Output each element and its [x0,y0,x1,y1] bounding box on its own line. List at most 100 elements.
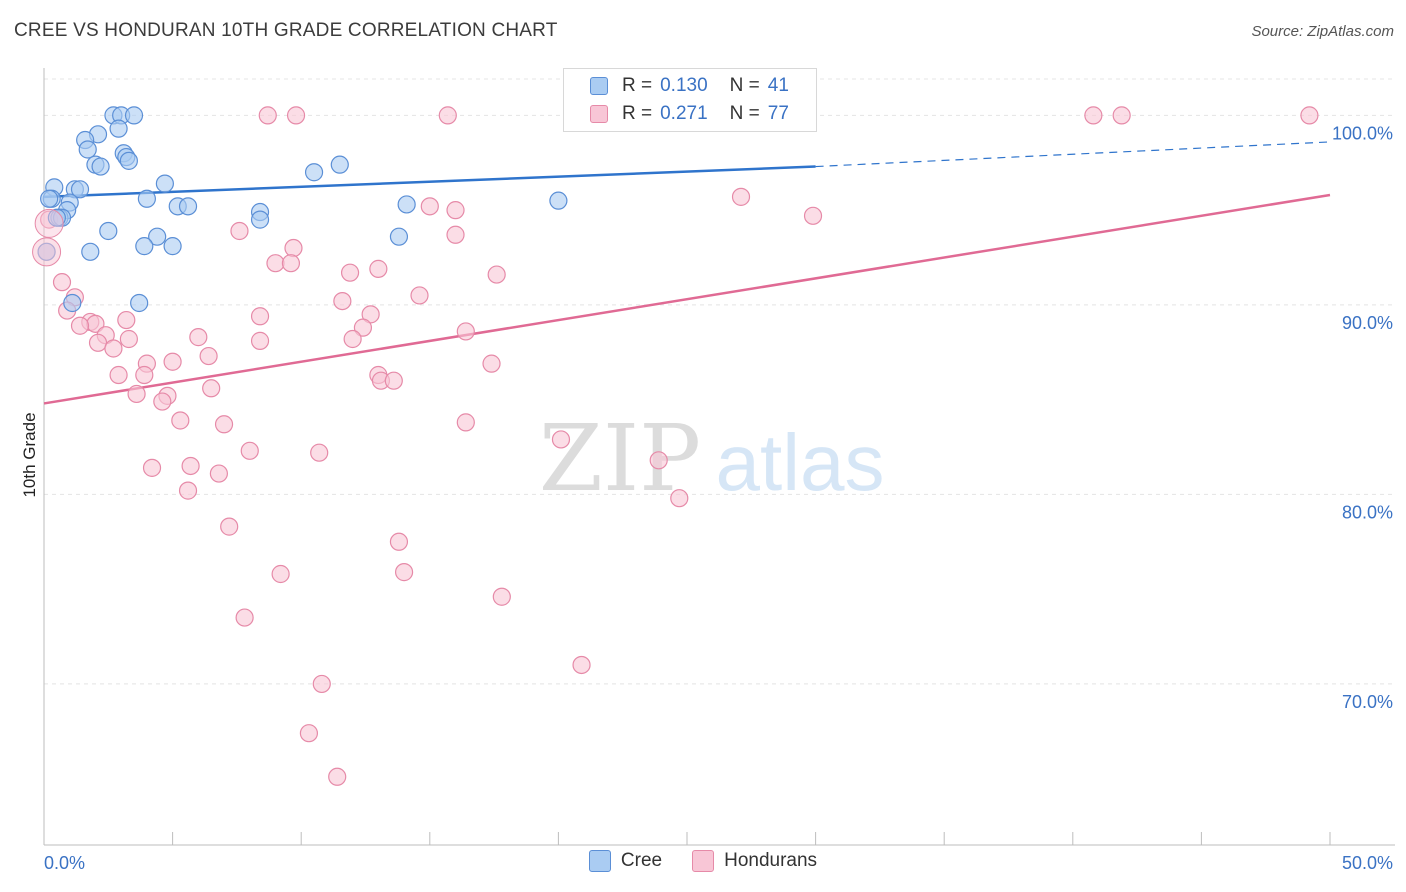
data-point [88,333,108,352]
overlap-points [32,208,64,267]
y-tick-label: 90.0% [1342,313,1393,333]
data-point [731,187,751,206]
data-point [286,106,306,125]
data-point [284,238,303,258]
n-value: 41 [767,75,789,96]
data-point [410,286,429,305]
data-point [99,221,118,241]
data-point [330,155,349,174]
data-point [487,265,506,284]
legend-item-cree[interactable]: Cree [588,850,663,872]
data-point [130,293,149,313]
data-point [63,293,82,313]
data-point [492,587,511,606]
data-point [119,329,138,349]
source-credit: Source: ZipAtlas.com [1251,23,1394,40]
tick-labels: 100.0% 90.0% 80.0% 70.0% 0.0% 50.0% [44,123,1393,873]
data-point [78,140,97,159]
data-point [803,206,823,225]
data-point [250,307,270,326]
data-point [127,384,146,404]
y-tick-label: 80.0% [1342,502,1393,522]
stats-legend: R = 0.130 N = 41 R = 0.271 N = 77 [563,68,817,132]
data-point [353,318,373,337]
data-point [312,674,331,694]
data-point [119,151,138,170]
data-point [271,564,290,584]
data-point [135,237,154,256]
y-tick-label: 100.0% [1332,123,1393,143]
data-point [394,563,414,582]
n-label: N = [729,75,760,96]
data-point [40,189,59,208]
data-point [384,371,403,390]
data-point [70,180,90,199]
data-point [670,489,689,508]
cree-swatch [588,850,611,872]
legend-row-hondurans: R = 0.271 N = 77 [564,100,789,128]
x-tick-label: 50.0% [1342,853,1393,873]
data-point [1300,106,1319,125]
n-value: 77 [767,103,789,124]
data-point [124,106,144,125]
data-point [47,208,66,227]
legend-row-cree: R = 0.130 N = 41 [564,72,789,100]
data-point [420,197,439,216]
data-point [91,157,110,176]
data-point [148,227,167,246]
data-point [142,458,162,477]
r-label: R = [622,75,653,96]
series-hondurans [37,106,1319,786]
data-point [572,655,591,675]
data-point [343,329,362,349]
trend-lines [43,141,1331,405]
data-point [328,767,347,786]
data-point [446,201,465,220]
data-point [397,195,416,214]
hondurans-swatch [692,850,715,872]
data-point [1112,106,1131,125]
data-point [281,254,301,273]
chart-title: CREE VS HONDURAN 10TH GRADE CORRELATION … [14,20,558,41]
data-point [214,415,234,434]
data-point [163,352,182,371]
data-point [310,443,329,462]
data-point [235,608,254,627]
n-label: N = [729,103,760,124]
data-point [482,354,501,373]
data-point [266,254,285,273]
data-point [389,532,409,551]
legend-item-hondurans[interactable]: Hondurans [692,850,817,872]
trend-line-cree-extension [815,141,1331,168]
data-point [220,517,239,536]
data-point [199,346,218,366]
series-cree [37,106,568,313]
r-value: 0.130 [660,75,708,96]
legend-label-hondurans: Hondurans [724,850,818,871]
data-point [250,331,270,350]
data-point [389,227,409,246]
data-point [340,263,360,282]
data-point [117,310,136,330]
data-point [649,451,668,470]
cree-swatch [590,77,608,95]
x-tick-label: 0.0% [44,853,85,873]
data-point [299,724,319,743]
data-point [109,119,128,138]
data-point [549,191,568,210]
data-point [551,430,571,449]
data-point [155,174,174,193]
data-point [369,259,388,278]
data-point [32,237,62,267]
legend-label-cree: Cree [620,850,663,871]
data-point [438,106,457,125]
watermark: ZIP atlas [539,405,885,512]
data-point [1084,106,1103,125]
data-point [171,411,190,430]
data-point [34,208,64,238]
data-point [178,197,198,216]
data-point [189,328,208,347]
data-point [456,413,475,432]
series-legend: Cree Hondurans [0,850,1406,872]
